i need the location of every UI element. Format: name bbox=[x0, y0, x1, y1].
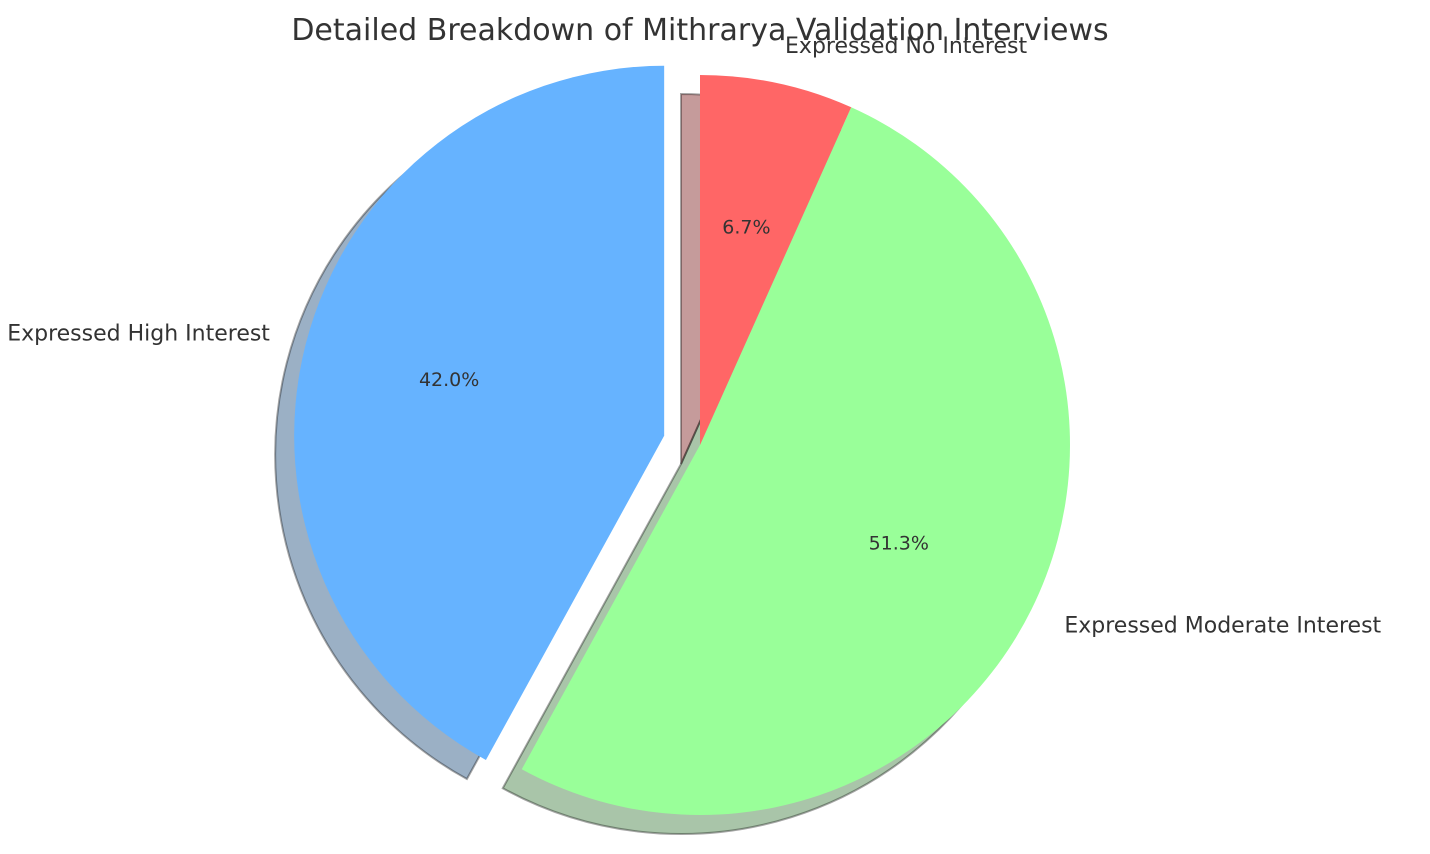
slice-label-expressed-no-interest: Expressed No Interest bbox=[785, 34, 1027, 59]
percent-label-expressed-moderate-interest: 51.3% bbox=[869, 532, 929, 554]
percent-label-expressed-no-interest: 6.7% bbox=[722, 216, 770, 238]
slice-label-expressed-high-interest: Expressed High Interest bbox=[7, 322, 270, 347]
pie-slice-expressed-high-interest bbox=[294, 65, 665, 761]
pie-slice-expressed-no-interest bbox=[700, 75, 852, 445]
chart-title: Detailed Breakdown of Mithrarya Validati… bbox=[291, 13, 1108, 48]
percent-label-expressed-high-interest: 42.0% bbox=[419, 369, 479, 391]
label-layer: Expressed High Interest 42.0% Expressed Mo… bbox=[7, 34, 1381, 638]
slice-layer bbox=[294, 65, 1071, 816]
slice-label-expressed-moderate-interest: Expressed Moderate Interest bbox=[1064, 613, 1381, 638]
pie-slice-expressed-moderate-interest bbox=[521, 107, 1071, 816]
